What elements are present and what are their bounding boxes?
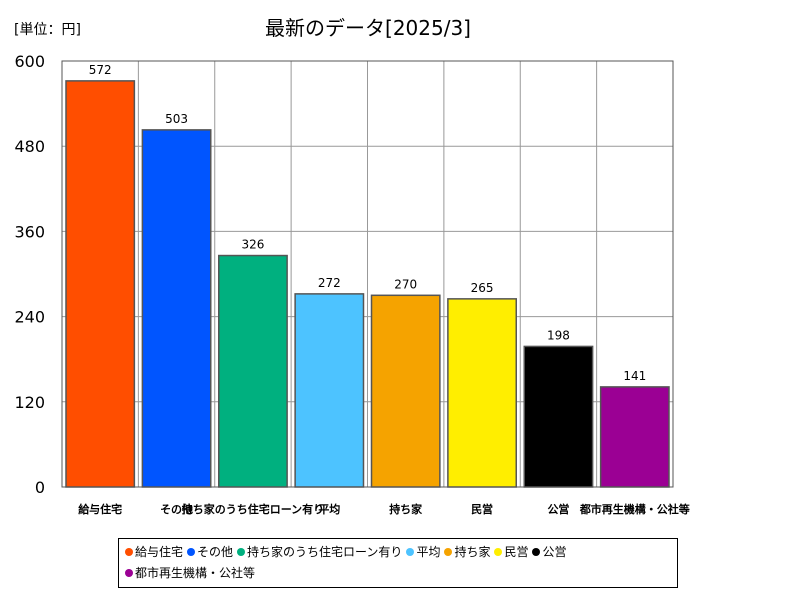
- chart-title: 最新のデータ[2025/3]: [265, 16, 471, 40]
- x-tick-label: 平均: [318, 502, 340, 516]
- bar: [523, 345, 594, 488]
- legend-label: 公営: [542, 545, 567, 559]
- legend-label: 給与住宅: [135, 545, 184, 559]
- data-labels: 572 503 326 272 270 265 198 141: [89, 63, 647, 383]
- x-tick-label: その他: [160, 502, 193, 516]
- data-label: 326: [241, 238, 264, 252]
- legend-label: 持ち家: [454, 545, 491, 559]
- legend-item: 民営: [494, 542, 528, 563]
- x-tick-label: 給与住宅: [78, 502, 122, 516]
- y-tick-label: 240: [14, 308, 45, 327]
- legend-item: 給与住宅: [125, 542, 183, 563]
- bar: [218, 254, 288, 488]
- bar: [141, 129, 212, 488]
- x-tick-label: 持ち家: [389, 502, 423, 516]
- bar: [599, 386, 670, 488]
- legend-label: 平均: [416, 545, 441, 559]
- data-label: 270: [394, 277, 417, 291]
- legend: 給与住宅 その他 持ち家のうち住宅ローン有り 平均 持ち家 民営 公営都市再生機構・公社等: [118, 538, 678, 588]
- unit-label: [単位：円]: [14, 22, 81, 38]
- legend-item: 持ち家: [444, 542, 490, 563]
- y-axis-ticks: 0 120 240 360 480 600: [14, 52, 45, 497]
- data-label: 265: [471, 281, 494, 295]
- legend-label: 都市再生機構・公社等: [135, 566, 256, 580]
- legend-swatch: [494, 547, 503, 556]
- legend-swatch: [125, 568, 133, 577]
- legend-swatch: [187, 547, 196, 556]
- bar: [294, 293, 365, 488]
- y-tick-label: 480: [14, 137, 45, 156]
- bars: [65, 80, 670, 488]
- data-label: 503: [165, 112, 188, 126]
- data-label: 198: [547, 328, 570, 342]
- legend-swatch: [125, 547, 133, 556]
- y-tick-label: 600: [14, 52, 45, 71]
- y-tick-label: 360: [14, 222, 45, 241]
- legend-swatch: [532, 547, 541, 556]
- plot-frame: [61, 60, 674, 488]
- legend-label: 民営: [504, 545, 529, 559]
- legend-item: 平均: [406, 542, 440, 563]
- data-label: 572: [89, 63, 112, 77]
- legend-item: 都市再生機構・公社等: [125, 563, 255, 584]
- x-tick-label: 持ち家のうち住宅ローン有り: [182, 502, 324, 516]
- legend-item: 公営: [532, 542, 567, 563]
- legend-item: その他: [187, 542, 233, 563]
- y-tick-label: 0: [35, 478, 45, 497]
- x-tick-label: 民営: [471, 502, 493, 516]
- x-tick-label: 都市再生機構・公社等: [579, 502, 690, 516]
- data-label: 141: [623, 369, 646, 383]
- bar: [370, 294, 441, 488]
- y-tick-label: 120: [14, 393, 45, 412]
- legend-item: 持ち家のうち住宅ローン有り: [237, 542, 402, 563]
- legend-swatch: [237, 547, 246, 556]
- legend-swatch: [406, 547, 415, 556]
- bar: [65, 80, 136, 488]
- x-tick-label: 公営: [547, 502, 569, 516]
- legend-swatch: [444, 547, 453, 556]
- bar: [447, 298, 517, 488]
- legend-label: 持ち家のうち住宅ローン有り: [247, 545, 403, 559]
- data-label: 272: [318, 276, 341, 290]
- legend-label: その他: [197, 545, 234, 559]
